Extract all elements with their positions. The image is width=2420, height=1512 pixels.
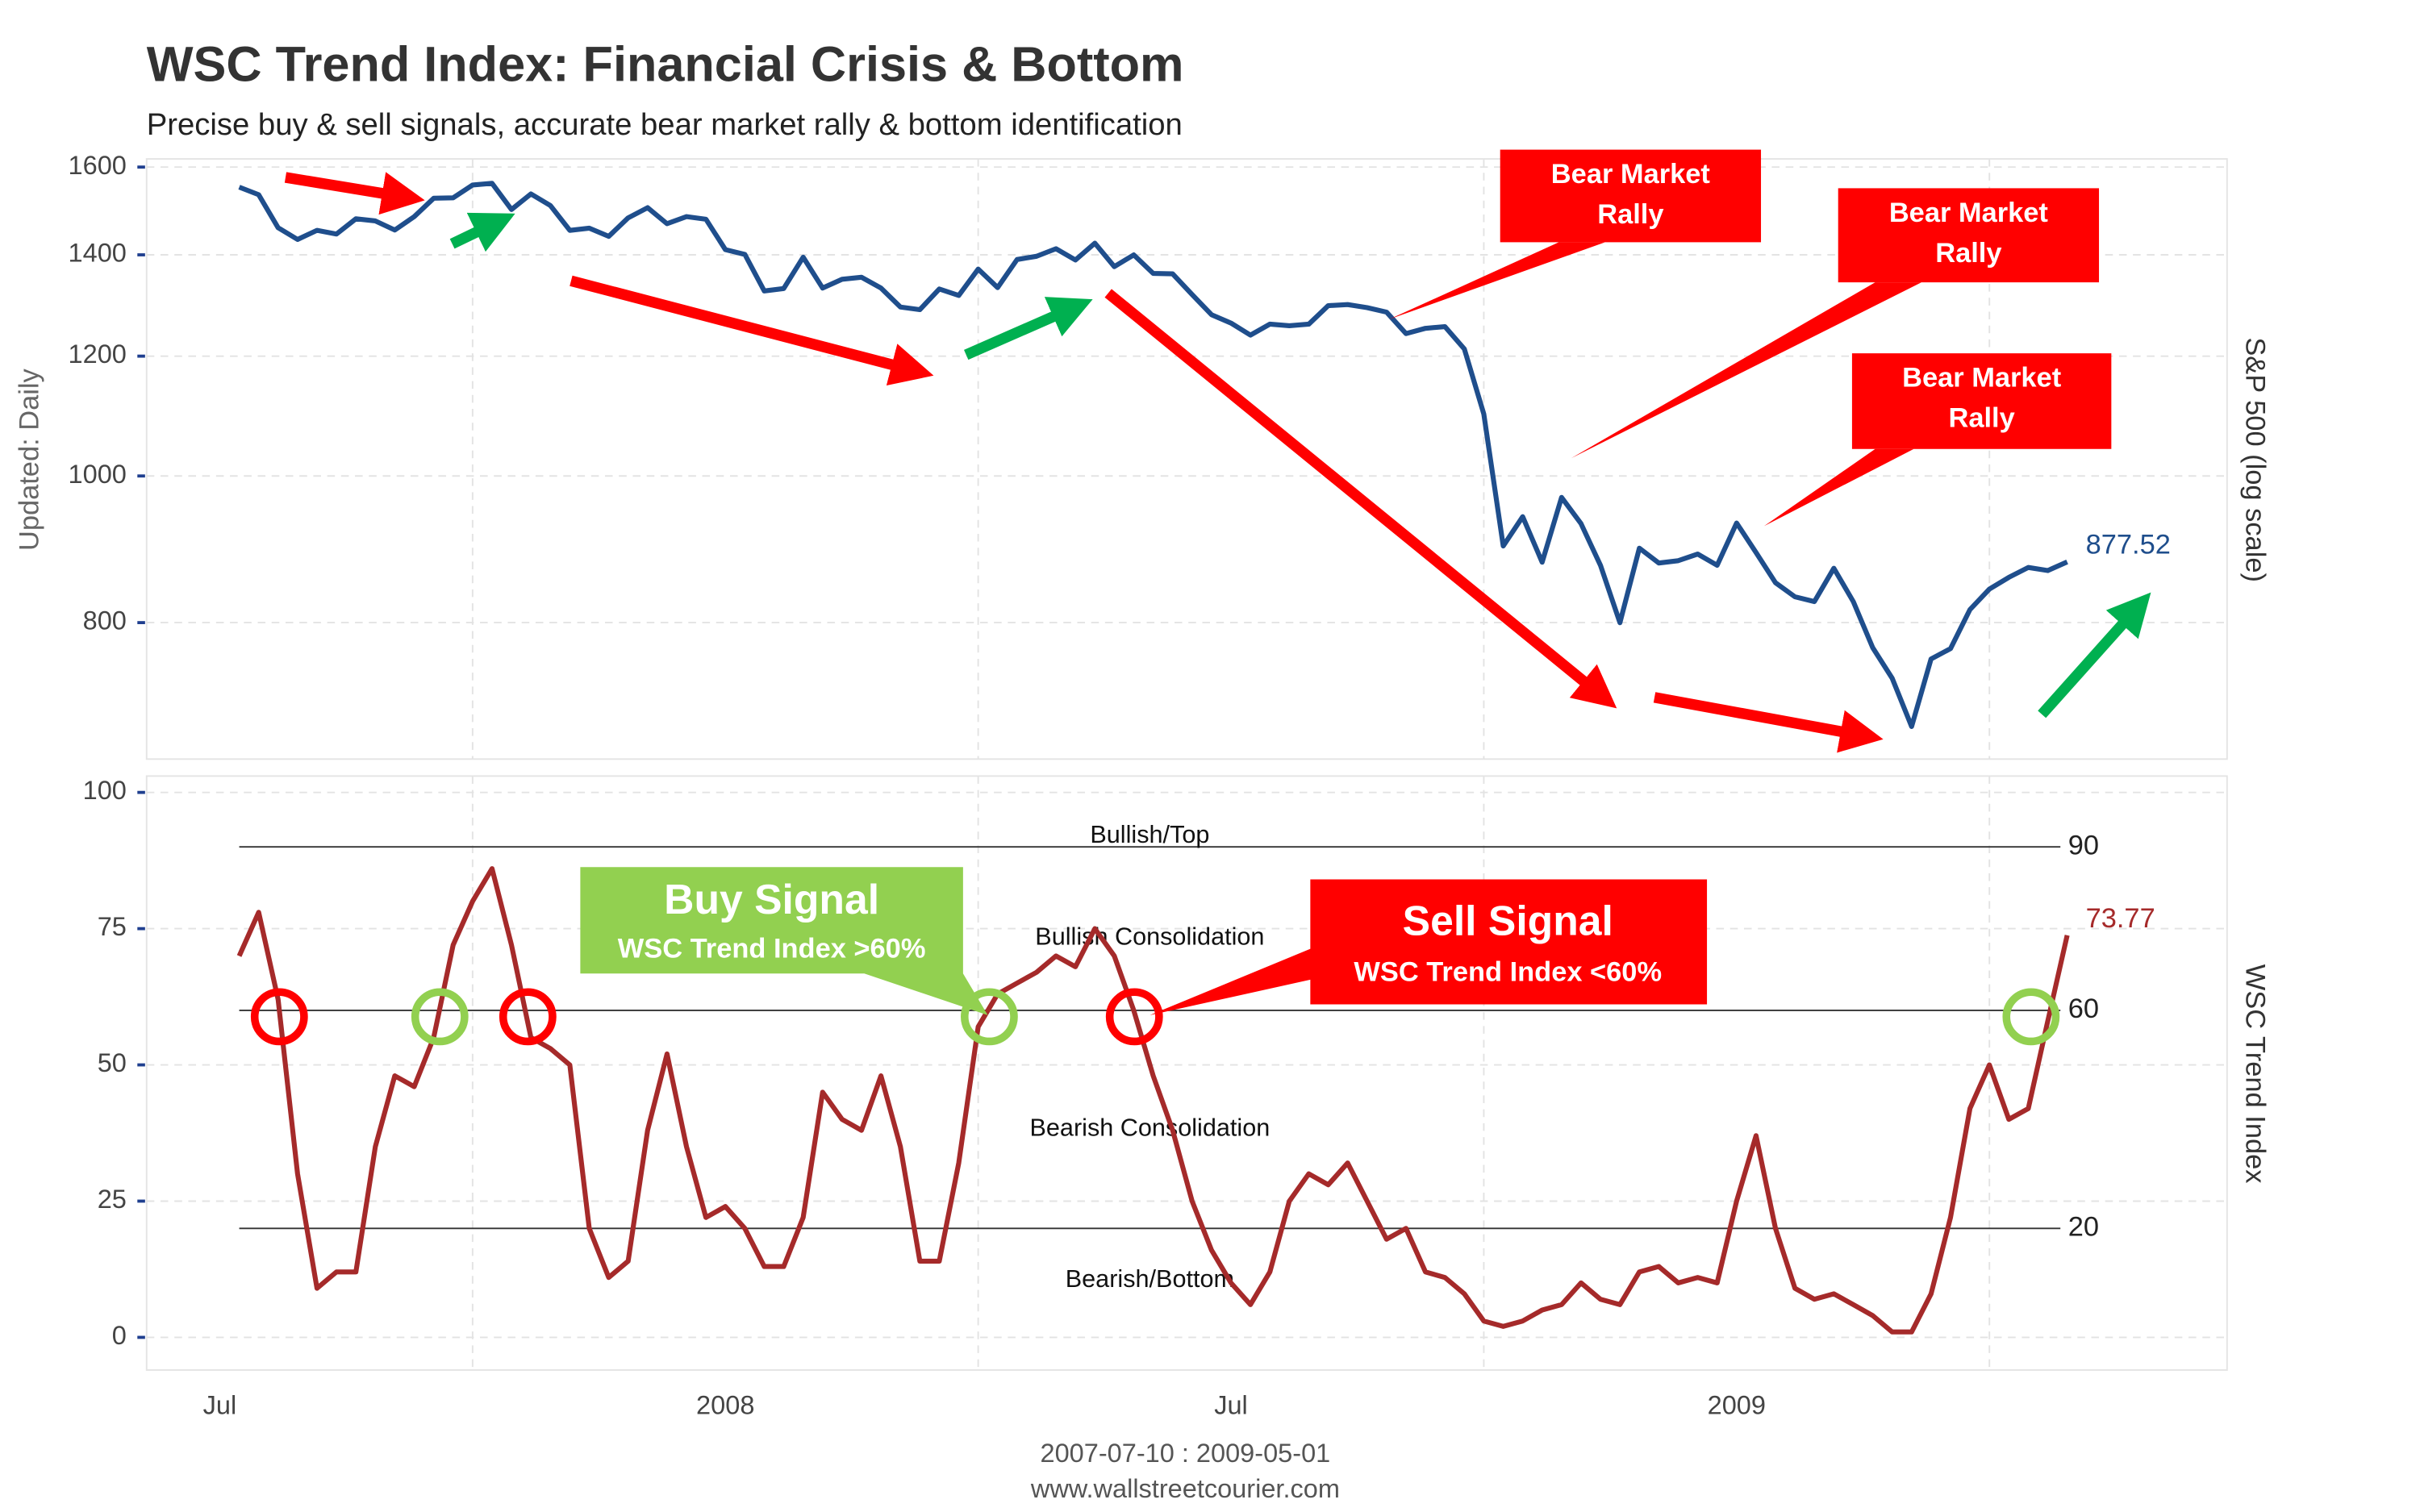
- y-tick-label: 1000: [69, 460, 127, 489]
- signal-circles: [250, 988, 2060, 1046]
- rally-callout-tail: [1763, 448, 1914, 527]
- zone-label: Bearish/Bottom: [1066, 1265, 1234, 1293]
- y-tick-label: 100: [83, 776, 127, 805]
- arrow: [570, 275, 934, 386]
- y-tick-label: 1400: [69, 239, 127, 268]
- data-line: [238, 181, 2068, 730]
- rally-callout: [1500, 149, 1762, 243]
- buy-callout: [580, 867, 988, 1015]
- arrow: [964, 297, 1093, 360]
- y-axis-label: S&P 500 (log scale): [2239, 337, 2270, 582]
- sell-title: Sell Signal: [1403, 898, 1613, 944]
- arrows: [284, 172, 2151, 753]
- y-tick-label: 50: [98, 1048, 127, 1077]
- arrow: [284, 172, 425, 215]
- rally-callout-text: Rally: [1597, 199, 1663, 230]
- footer-site: www.wallstreetcourier.com: [1030, 1474, 1340, 1503]
- buy-title: Buy Signal: [664, 876, 879, 923]
- sell-circle: [1105, 988, 1163, 1046]
- data-line: [236, 866, 2070, 1335]
- subtitle: Precise buy & sell signals, accurate bea…: [147, 107, 1183, 142]
- title: WSC Trend Index: Financial Crisis & Bott…: [147, 36, 1184, 91]
- sell-callout: [1150, 879, 1708, 1015]
- rally-callout-text: Bear Market: [1551, 159, 1711, 190]
- buy-text: WSC Trend Index >60%: [618, 934, 926, 964]
- x-tick-label: 2008: [696, 1390, 754, 1419]
- y-tick-label: 1600: [69, 151, 127, 180]
- reference-label: 20: [2068, 1211, 2099, 1242]
- top-panel: [145, 158, 2228, 760]
- reference-label: 60: [2068, 993, 2099, 1024]
- footer-range: 2007-07-10 : 2009-05-01: [1041, 1439, 1331, 1468]
- x-tick-label: 2009: [1708, 1390, 1766, 1419]
- rally-callout-text: Bear Market: [1889, 198, 2049, 228]
- zone-label: Bullish Consolidation: [1035, 923, 1264, 950]
- bottom-panel: [145, 775, 2228, 1371]
- y-tick-label: 800: [83, 606, 127, 635]
- x-tick-label: Jul: [1214, 1390, 1248, 1419]
- y-tick-label: 1200: [69, 339, 127, 369]
- buy-circle: [961, 988, 1018, 1046]
- last-value-label: 877.52: [2086, 530, 2171, 560]
- y-tick-label: 75: [98, 912, 127, 941]
- y-axis-label: Updated: Daily: [14, 368, 44, 551]
- arrow: [1653, 692, 1884, 753]
- rally-callout-text: Bear Market: [1902, 363, 2062, 394]
- rally-callout: [1838, 188, 2100, 283]
- sell-circle: [250, 988, 308, 1046]
- rally-callout-tail: [1388, 242, 1605, 320]
- zone-label: Bearish Consolidation: [1029, 1114, 1270, 1142]
- sell-text: WSC Trend Index <60%: [1354, 956, 1662, 987]
- last-value-label: 73.77: [2086, 903, 2155, 934]
- rally-callout: [1851, 353, 2112, 449]
- y-axis-label: WSC Trend Index: [2239, 964, 2270, 1184]
- sell-circle: [499, 988, 557, 1046]
- zone-label: Bullish/Top: [1090, 821, 1209, 848]
- buy-circle: [411, 988, 469, 1046]
- arrow: [2038, 592, 2151, 719]
- buy-circle: [2002, 988, 2060, 1046]
- x-tick-label: Jul: [203, 1390, 237, 1419]
- y-tick-label: 25: [98, 1185, 127, 1214]
- arrow: [1104, 289, 1617, 709]
- rally-callout-text: Rally: [1948, 403, 2014, 434]
- rally-callout-text: Rally: [1935, 238, 2001, 269]
- y-tick-label: 0: [112, 1321, 127, 1350]
- arrow: [449, 212, 515, 252]
- reference-label: 90: [2068, 830, 2099, 860]
